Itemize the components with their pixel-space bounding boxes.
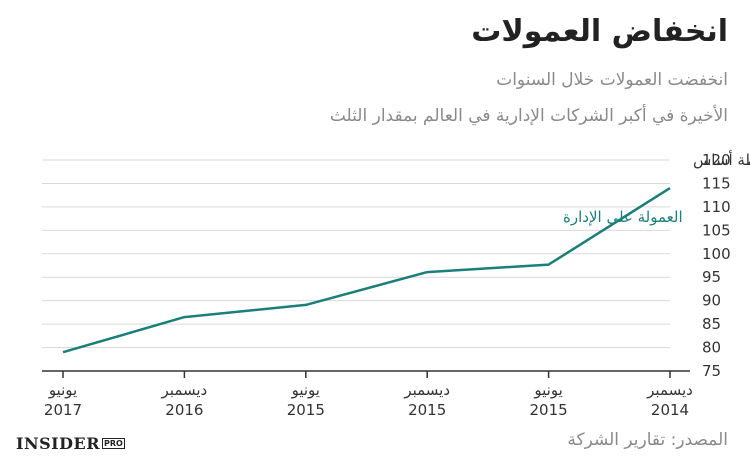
x-tick-year-5: 2017: [44, 401, 82, 419]
y-tick-label-100: 100: [702, 245, 731, 263]
x-tick-month-0: ديسمبر: [646, 381, 693, 399]
y-tick-label-75: 75: [702, 362, 721, 380]
x-tick-month-3: يونيو: [291, 381, 320, 399]
x-tick-year-1: 2015: [530, 401, 568, 419]
x-axis: ديسمبر 2014 يونيو 2015 ديسمبر 2015 يونيو 2015 دي…: [42, 370, 693, 419]
logo-text: INSIDER: [16, 434, 101, 453]
series-label-0: العمولة على الإدارة: [563, 208, 683, 226]
x-tick-year-3: 2015: [287, 401, 325, 419]
x-tick-month-5: يونيو: [48, 381, 77, 399]
source-note: المصدر: تقارير الشركة: [567, 430, 728, 450]
y-tick-label-110: 110: [702, 198, 731, 216]
y-tick-label-105: 105: [702, 221, 731, 239]
chart-subtitle-line2: الأخيرة في أكبر الشركات الإدارية في العا…: [329, 106, 728, 126]
y-tick-label-120: 120: [702, 151, 731, 169]
y-tick-label-80: 80: [702, 339, 721, 357]
x-tick-month-1: يونيو: [533, 381, 562, 399]
y-tick-label-95: 95: [702, 268, 721, 286]
series-line-0: [62, 187, 671, 354]
x-tick-month-4: ديسمبر: [161, 381, 208, 399]
y-tick-label-85: 85: [702, 315, 721, 333]
chart-title: انخفاض العمولات: [471, 14, 728, 49]
chart-subtitle-line1: انخفضت العمولات خلال السنوات: [496, 70, 728, 90]
y-tick-label-115: 115: [702, 174, 731, 192]
x-tick-year-4: 2016: [165, 401, 203, 419]
y-axis-label: نقطة أساس: [693, 150, 750, 169]
y-axis: 75 80 85 90 95 100 105 110 115 120نقطة أساس: [693, 150, 750, 380]
grid-lines: [42, 159, 670, 349]
x-tick-year-0: 2014: [651, 401, 689, 419]
x-tick-year-2: 2015: [408, 401, 446, 419]
logo-badge: PRO: [102, 438, 125, 449]
insider-pro-logo: INSIDER PRO: [16, 434, 125, 453]
y-tick-label-90: 90: [702, 292, 721, 310]
x-tick-month-2: ديسمبر: [403, 381, 450, 399]
series-layer: العمولة على الإدارة: [62, 187, 683, 354]
